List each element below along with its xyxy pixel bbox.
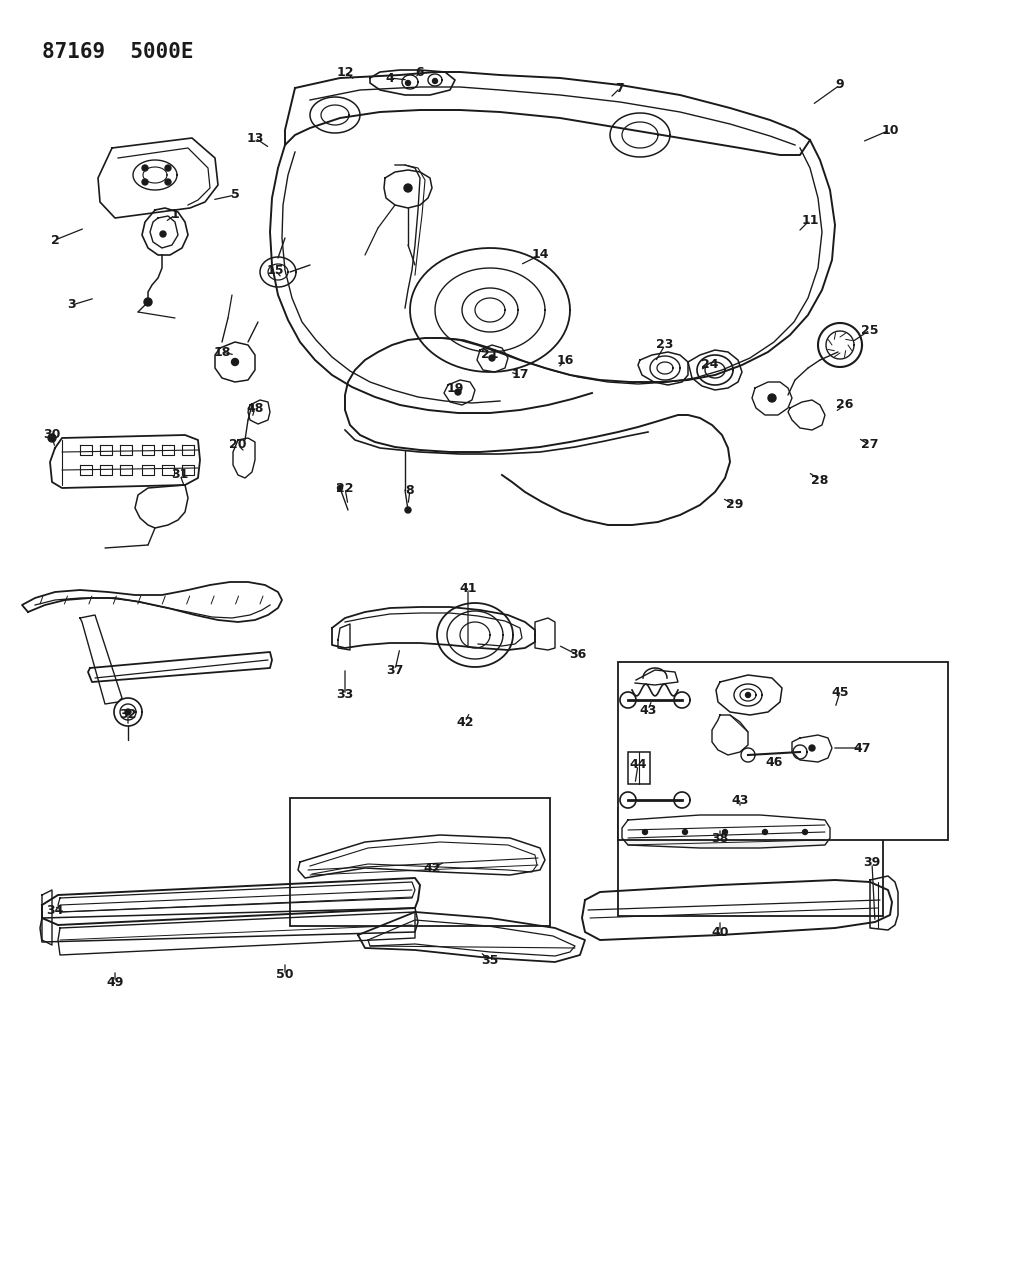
Text: 10: 10 bbox=[882, 124, 899, 136]
Text: 44: 44 bbox=[629, 759, 647, 771]
Text: 15: 15 bbox=[266, 264, 284, 277]
Bar bbox=[618, 662, 948, 840]
Circle shape bbox=[337, 486, 342, 491]
Text: 4: 4 bbox=[385, 71, 395, 84]
Circle shape bbox=[745, 692, 750, 697]
Circle shape bbox=[768, 394, 776, 402]
Polygon shape bbox=[622, 815, 830, 848]
Text: 87169  5000E: 87169 5000E bbox=[42, 42, 194, 62]
Circle shape bbox=[406, 80, 410, 85]
Circle shape bbox=[165, 164, 171, 171]
Circle shape bbox=[683, 830, 688, 835]
Circle shape bbox=[142, 164, 148, 171]
Text: 8: 8 bbox=[406, 483, 414, 496]
Bar bbox=[290, 798, 550, 926]
Text: 42: 42 bbox=[423, 862, 441, 875]
Circle shape bbox=[405, 507, 411, 513]
Circle shape bbox=[165, 179, 171, 185]
Text: 35: 35 bbox=[482, 954, 499, 966]
Text: 1: 1 bbox=[170, 209, 179, 222]
Circle shape bbox=[433, 79, 438, 83]
Text: 31: 31 bbox=[171, 468, 189, 482]
Circle shape bbox=[763, 830, 768, 835]
Text: 29: 29 bbox=[727, 499, 744, 511]
Circle shape bbox=[404, 184, 412, 193]
Text: 11: 11 bbox=[802, 213, 819, 227]
Text: 32: 32 bbox=[119, 708, 136, 720]
Text: 7: 7 bbox=[616, 82, 624, 94]
Text: 18: 18 bbox=[213, 346, 231, 358]
Text: 12: 12 bbox=[336, 65, 354, 79]
Text: 37: 37 bbox=[386, 663, 404, 677]
Circle shape bbox=[144, 298, 152, 306]
Circle shape bbox=[723, 830, 728, 835]
Text: 26: 26 bbox=[836, 399, 854, 412]
Text: 19: 19 bbox=[446, 381, 463, 394]
Text: 25: 25 bbox=[861, 324, 878, 337]
Text: 17: 17 bbox=[511, 368, 529, 381]
Text: 33: 33 bbox=[336, 688, 354, 701]
Text: 28: 28 bbox=[812, 473, 828, 487]
Text: 45: 45 bbox=[831, 686, 849, 699]
Text: 36: 36 bbox=[569, 649, 586, 662]
Text: 6: 6 bbox=[416, 65, 424, 79]
Circle shape bbox=[489, 354, 495, 361]
Text: 39: 39 bbox=[863, 857, 880, 870]
Text: 42: 42 bbox=[456, 715, 474, 728]
Text: 23: 23 bbox=[656, 338, 673, 352]
Text: 46: 46 bbox=[766, 756, 783, 769]
Text: 48: 48 bbox=[246, 402, 263, 414]
Circle shape bbox=[643, 830, 648, 835]
Text: 49: 49 bbox=[107, 975, 124, 988]
Text: 22: 22 bbox=[336, 482, 354, 495]
Text: 13: 13 bbox=[246, 131, 263, 144]
Text: 34: 34 bbox=[46, 904, 64, 917]
Text: 20: 20 bbox=[230, 439, 247, 451]
Text: 50: 50 bbox=[277, 969, 294, 982]
Text: 38: 38 bbox=[711, 831, 729, 844]
Text: 2: 2 bbox=[50, 233, 59, 246]
Circle shape bbox=[232, 358, 239, 366]
Text: 43: 43 bbox=[640, 704, 657, 717]
Bar bbox=[628, 752, 650, 784]
Text: 27: 27 bbox=[861, 439, 878, 451]
Circle shape bbox=[455, 389, 461, 395]
Text: 47: 47 bbox=[853, 742, 871, 755]
Text: 16: 16 bbox=[557, 353, 574, 366]
Text: 41: 41 bbox=[459, 581, 477, 594]
Circle shape bbox=[125, 709, 131, 715]
Text: 14: 14 bbox=[531, 249, 548, 261]
Text: 30: 30 bbox=[43, 428, 60, 441]
Circle shape bbox=[142, 179, 148, 185]
Text: 24: 24 bbox=[701, 358, 719, 371]
Circle shape bbox=[803, 830, 808, 835]
Text: 9: 9 bbox=[835, 79, 845, 92]
Text: 5: 5 bbox=[231, 189, 240, 201]
Bar bbox=[618, 808, 883, 915]
Circle shape bbox=[48, 434, 56, 442]
Text: 21: 21 bbox=[482, 348, 499, 362]
Text: 40: 40 bbox=[711, 926, 729, 938]
Text: 43: 43 bbox=[731, 793, 748, 807]
Circle shape bbox=[809, 745, 815, 751]
Circle shape bbox=[160, 231, 166, 237]
Text: 3: 3 bbox=[68, 298, 76, 311]
